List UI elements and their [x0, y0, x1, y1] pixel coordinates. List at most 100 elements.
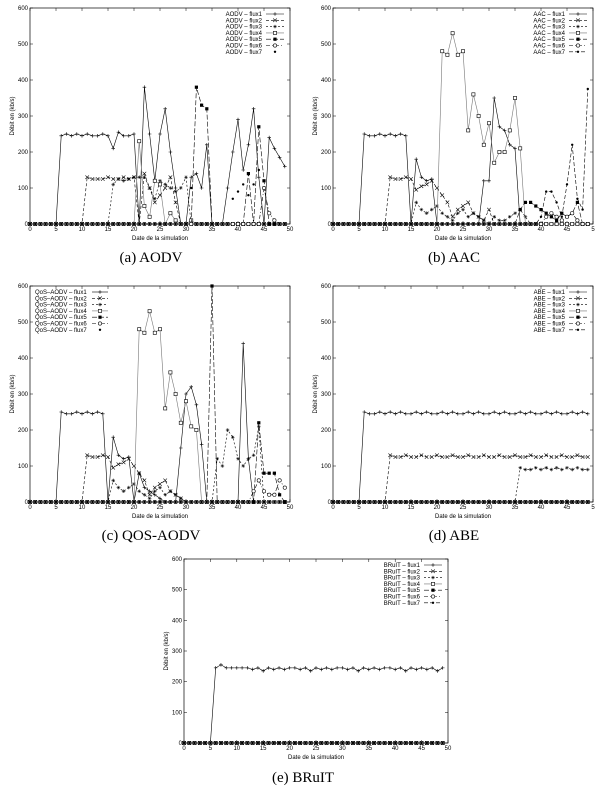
data-point-aac-flux6: [539, 222, 544, 227]
data-point-aodv-flux4: [147, 214, 152, 219]
legend-label-aodv-flux6: AODV – flux6: [226, 44, 263, 50]
data-point-abe-flux7: [534, 500, 537, 504]
data-point-bruit-flux7: [256, 741, 260, 745]
data-point-aac-flux3: [492, 215, 496, 219]
data-point-aodv-flux2: [85, 175, 90, 180]
data-point-abe-flux2: [502, 454, 507, 460]
data-point-aodv-flux1: [158, 132, 162, 136]
x-tick-label-c: 50: [287, 505, 294, 511]
x-axis-label-d: Date de la simulation: [435, 514, 491, 520]
y-tick-label-c: 600: [18, 284, 29, 290]
data-point-aac-flux7: [399, 222, 402, 226]
data-point-abe-flux7: [498, 500, 501, 504]
series-aac-flux1: [331, 96, 590, 226]
y-axis-label-d: Débit en (kb/s): [313, 374, 319, 413]
data-point-aac-flux7: [555, 201, 558, 204]
data-point-bruit-flux7: [314, 741, 318, 745]
data-point-aodv-flux2: [105, 175, 111, 180]
data-point-bruit-flux1: [319, 667, 324, 672]
x-tick-label-d: 45: [564, 505, 571, 511]
data-point-aac-flux1: [393, 134, 398, 138]
data-point-qos-aodv-flux3: [137, 489, 141, 493]
legend-swatch-marker-aac-flux4: [576, 30, 580, 35]
series-line-abe-flux2: [333, 454, 588, 503]
data-point-aodv-flux7: [247, 194, 250, 197]
data-point-aac-flux7: [586, 87, 589, 91]
data-point-bruit-flux7: [394, 741, 397, 745]
data-point-abe-flux1: [445, 412, 450, 416]
data-point-aac-flux3: [414, 200, 418, 205]
data-point-bruit-flux1: [367, 667, 371, 672]
x-tick-label-c: 0: [28, 505, 32, 511]
data-point-aac-flux1: [414, 157, 418, 161]
legend-swatch-marker-qos-aodv-flux7: [98, 328, 102, 331]
series-abe-flux3: [331, 466, 590, 504]
data-point-abe-flux7: [342, 500, 345, 504]
data-point-aodv-flux1: [267, 135, 271, 140]
legend-swatch-marker-abe-flux3: [576, 302, 580, 307]
legend-swatch-marker-abe-flux4: [576, 308, 580, 313]
data-point-abe-flux1: [471, 412, 476, 416]
data-point-qos-aodv-flux2: [147, 492, 152, 497]
series-line-aac-flux2: [333, 176, 588, 225]
data-point-qos-aodv-flux7: [75, 500, 79, 504]
y-tick-label-e: 200: [172, 680, 183, 686]
legend-swatch-marker-aodv-flux2: [272, 18, 278, 23]
data-point-aac-flux7: [513, 222, 517, 226]
data-point-aodv-flux6: [251, 222, 256, 227]
data-point-qos-aodv-flux1: [241, 341, 245, 346]
y-tick-label-e: 100: [172, 710, 183, 716]
data-point-aac-flux7: [503, 222, 506, 226]
data-point-aodv-flux3: [153, 197, 157, 201]
data-point-abe-flux2: [476, 454, 481, 460]
data-point-qos-aodv-flux5: [210, 284, 214, 288]
data-point-qos-aodv-flux1: [142, 485, 147, 490]
data-point-abe-flux2: [466, 453, 471, 458]
data-point-abe-flux1: [378, 410, 382, 414]
data-point-bruit-flux7: [272, 741, 275, 745]
data-point-abe-flux1: [492, 410, 496, 414]
data-point-aac-flux3: [450, 218, 455, 223]
data-point-aodv-flux7: [132, 222, 136, 226]
data-point-bruit-flux7: [441, 741, 444, 745]
data-point-aac-flux7: [347, 222, 350, 226]
data-point-bruit-flux1: [340, 666, 345, 670]
chart-bruit: 0 5 10 15 20 25 30 35 40 45 500100200300400500600D…: [164, 557, 452, 761]
data-point-abe-flux2: [585, 454, 590, 460]
data-point-aac-flux2: [424, 182, 429, 187]
y-tick-label-e: 300: [172, 649, 183, 655]
data-point-bruit-flux1: [229, 666, 234, 670]
data-point-aac-flux4: [554, 222, 559, 226]
data-point-abe-flux2: [450, 453, 455, 458]
data-point-abe-flux2: [507, 454, 512, 460]
data-point-bruit-flux7: [330, 741, 334, 745]
data-point-aodv-flux7: [54, 222, 58, 226]
data-point-aac-flux7: [357, 222, 361, 226]
y-tick-label-c: 100: [18, 464, 29, 470]
data-point-qos-aodv-flux6: [261, 489, 266, 494]
data-point-qos-aodv-flux7: [101, 500, 105, 504]
y-tick-label-d: 500: [321, 320, 332, 326]
series-aodv-flux6: [27, 186, 287, 227]
data-point-aac-flux3: [502, 218, 507, 223]
legend-label-bruit-flux5: BRuIT – flux5: [384, 588, 421, 594]
data-point-bruit-flux1: [351, 666, 355, 670]
data-point-qos-aodv-flux5: [257, 421, 261, 425]
data-point-qos-aodv-flux3: [220, 464, 225, 468]
data-point-aac-flux7: [519, 222, 522, 226]
data-point-aodv-flux7: [70, 222, 73, 226]
data-point-bruit-flux1: [308, 669, 313, 673]
data-point-aodv-flux7: [231, 197, 234, 200]
data-point-aodv-flux6: [272, 218, 277, 223]
data-point-aac-flux3: [523, 215, 528, 219]
data-point-qos-aodv-flux7: [273, 500, 276, 504]
data-point-aac-flux2: [455, 207, 460, 212]
data-point-aac-flux3: [424, 211, 429, 215]
y-axis-label-a: Débit en (kb/s): [10, 96, 16, 135]
data-point-bruit-flux1: [224, 666, 229, 670]
data-point-bruit-flux7: [298, 741, 302, 745]
data-point-aodv-flux7: [44, 222, 47, 226]
data-point-qos-aodv-flux3: [179, 496, 183, 501]
x-tick-label-c: 15: [105, 505, 112, 511]
data-point-abe-flux7: [545, 500, 548, 504]
